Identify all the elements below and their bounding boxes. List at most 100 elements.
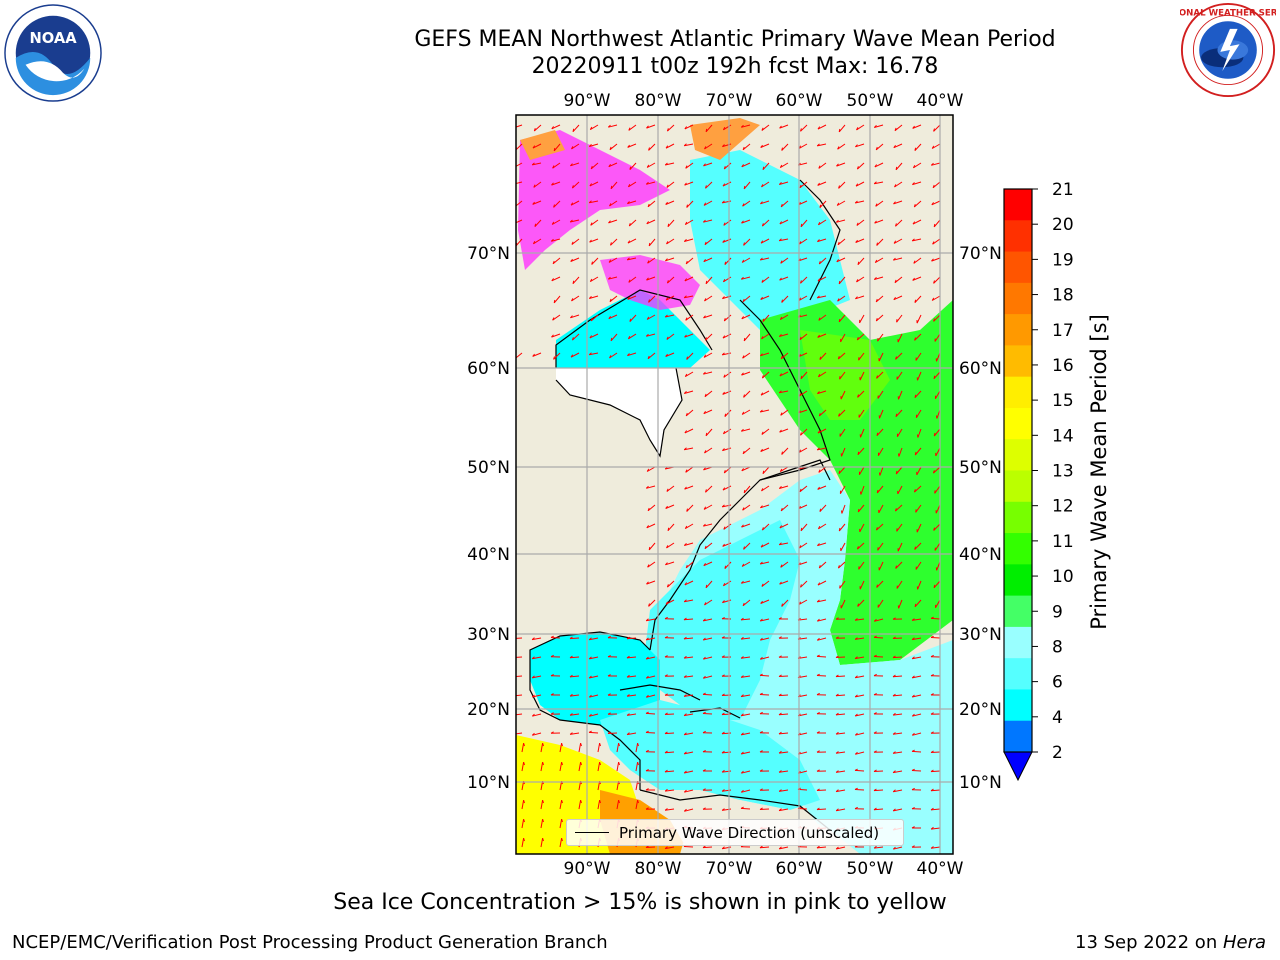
wave-arrow: [597, 743, 601, 753]
wave-arrow-head: [816, 769, 820, 772]
wave-arrow-head: [911, 787, 915, 791]
wave-arrow-head: [609, 146, 612, 150]
wave-arrow-head: [816, 637, 820, 641]
wave-arrow-head: [816, 692, 820, 696]
wave-arrow: [779, 333, 789, 337]
wave-arrow-head: [665, 258, 668, 262]
wave-arrow-head: [894, 508, 897, 512]
colorbar-tick-label: 11: [1052, 532, 1074, 552]
wave-arrow-head: [608, 164, 611, 167]
wave-arrow: [930, 617, 941, 620]
wave-arrow-head: [608, 315, 611, 320]
wave-arrow-head: [589, 183, 593, 187]
wave-arrow: [665, 789, 675, 792]
wave-arrow-head: [590, 317, 593, 322]
wave-arrow-head: [759, 731, 763, 734]
wave-arrow: [684, 770, 694, 774]
wave-arrow: [911, 750, 922, 753]
wave-arrow-head: [800, 375, 803, 379]
wave-arrow: [877, 542, 884, 551]
colorbar-swatch: [1004, 376, 1032, 409]
wave-arrow-head: [550, 674, 554, 677]
wave-arrow-head: [683, 391, 687, 394]
wave-arrow-head: [835, 751, 839, 754]
wave-arrow: [876, 485, 884, 494]
wave-arrow-head: [741, 372, 744, 376]
wave-arrow-head: [930, 750, 934, 753]
wave-arrow: [684, 656, 694, 659]
legend-label: Primary Wave Direction (unscaled): [619, 823, 880, 842]
wave-arrow: [836, 732, 846, 735]
wave-arrow-head: [721, 846, 725, 850]
wave-arrow-head: [686, 508, 688, 512]
wave-arrow: [551, 124, 561, 130]
credit-machine: Hera: [1222, 932, 1266, 953]
wave-arrow: [722, 390, 732, 395]
wave-arrow: [914, 333, 922, 341]
wave-arrow: [741, 276, 751, 280]
wave-arrow: [856, 124, 865, 131]
wave-arrow: [704, 143, 713, 150]
wave-arrow-head: [854, 675, 858, 679]
wave-arrow-head: [646, 525, 649, 529]
wave-arrow-head: [933, 318, 935, 322]
wave-arrow: [799, 181, 808, 189]
wave-arrow: [912, 618, 922, 621]
wave-arrow-head: [741, 411, 745, 415]
wave-arrow: [741, 314, 751, 320]
wave-arrow-head: [664, 769, 668, 773]
wave-arrow: [912, 713, 922, 717]
wave-arrow-head: [817, 182, 820, 186]
wave-arrow: [724, 561, 732, 569]
wave-arrow: [559, 743, 563, 753]
wave-arrow-head: [911, 807, 915, 810]
wave-arrow: [684, 143, 694, 147]
wave-arrow-head: [664, 655, 668, 658]
wave-arrow-head: [683, 655, 687, 659]
wave-arrow: [897, 333, 903, 343]
wave-arrow-head: [702, 730, 706, 734]
wave-arrow: [895, 561, 903, 569]
lat-label: 60°N: [467, 359, 510, 379]
wave-arrow: [893, 789, 903, 793]
wave-arrow-head: [760, 144, 763, 148]
wave-arrow: [798, 751, 808, 755]
wave-arrow: [896, 314, 903, 323]
wave-arrow: [552, 314, 561, 321]
lon-label: 40°W: [917, 91, 964, 111]
wave-arrow-head: [759, 561, 763, 565]
wave-arrow: [818, 162, 827, 169]
wave-arrow-head: [760, 600, 763, 604]
wave-arrow-head: [911, 826, 915, 829]
wave-arrow-head: [704, 241, 707, 245]
wave-arrow: [741, 428, 751, 432]
wave-arrow: [912, 181, 922, 186]
baffin-bay-sea: [690, 150, 850, 330]
wave-arrow: [703, 352, 713, 358]
wave-arrow-head: [588, 637, 592, 641]
wave-arrow: [780, 200, 789, 208]
wave-arrow-head: [740, 732, 744, 736]
wave-arrow-head: [629, 318, 632, 322]
noaa-logo-text: NOAA: [29, 30, 77, 47]
wave-arrow-head: [761, 527, 764, 531]
wave-arrow: [705, 124, 713, 133]
wave-arrow: [912, 675, 922, 679]
wave-arrow-head: [703, 354, 707, 358]
wave-arrow: [723, 276, 732, 283]
wave-arrow: [741, 371, 751, 376]
wave-arrow-head: [550, 635, 554, 638]
wave-arrow: [665, 295, 675, 301]
colorbar-swatch: [1004, 658, 1032, 690]
lon-label: 50°W: [847, 91, 894, 111]
wave-arrow: [855, 732, 865, 736]
wave-arrow: [532, 694, 542, 698]
wave-arrow: [914, 447, 922, 456]
wave-arrow-head: [627, 353, 630, 356]
wave-arrow-head: [779, 221, 783, 225]
wave-arrow: [665, 561, 675, 566]
wave-arrow: [647, 200, 656, 208]
lat-labels-left: 70°N 60°N 50°N 40°N 30°N 20°N 10°N: [467, 244, 510, 793]
wave-arrow: [933, 523, 941, 531]
wave-arrow: [589, 713, 599, 717]
